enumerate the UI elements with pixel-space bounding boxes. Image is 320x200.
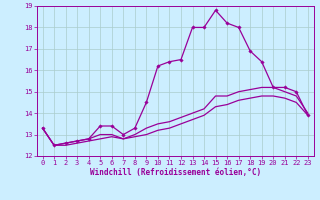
X-axis label: Windchill (Refroidissement éolien,°C): Windchill (Refroidissement éolien,°C) — [90, 168, 261, 177]
